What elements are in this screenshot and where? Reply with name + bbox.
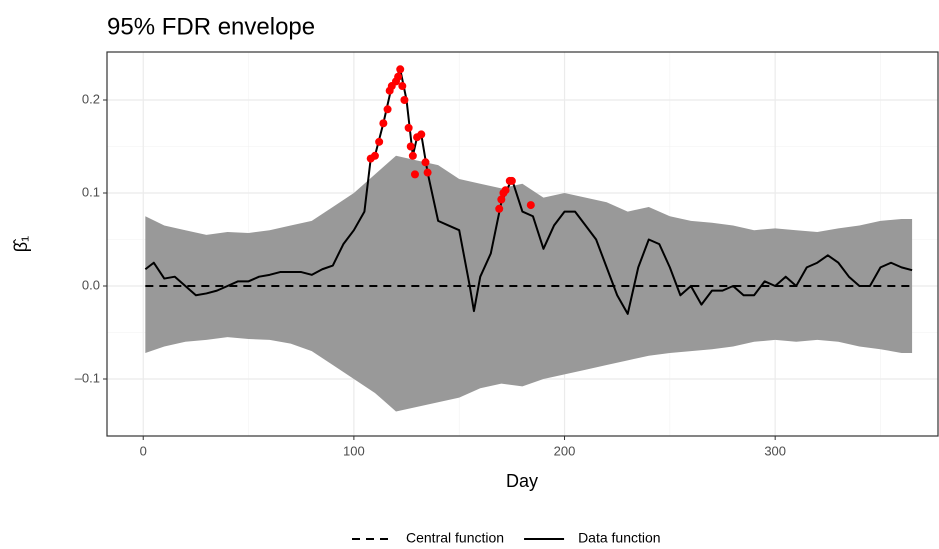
significant-point <box>423 168 432 177</box>
significant-point <box>501 186 510 195</box>
significant-point <box>396 65 405 74</box>
x-tick-label: 100 <box>343 443 365 458</box>
y-tick-label: –0.1 <box>75 370 100 385</box>
y-tick-label: 0.0 <box>82 277 100 292</box>
significant-point <box>410 170 419 179</box>
significant-point <box>497 195 506 204</box>
significant-point <box>370 151 379 160</box>
significant-point <box>398 82 407 91</box>
y-tick-label: 0.1 <box>82 184 100 199</box>
significant-point <box>495 204 504 213</box>
y-tick-label: 0.2 <box>82 91 100 106</box>
significant-point <box>400 95 409 104</box>
significant-point <box>408 151 417 160</box>
significant-point <box>406 142 415 151</box>
significant-point <box>379 119 388 128</box>
x-tick-label: 200 <box>554 443 576 458</box>
legend-label: Central function <box>406 530 504 546</box>
significant-point <box>421 158 430 167</box>
significant-point <box>417 130 426 139</box>
significant-point <box>507 176 516 185</box>
chart-title: 95% FDR envelope <box>107 13 315 40</box>
significant-point <box>526 201 535 210</box>
envelope <box>145 155 913 412</box>
significant-point <box>383 105 392 114</box>
y-axis-label: β̂₁ <box>11 236 31 252</box>
significant-point <box>375 137 384 146</box>
x-axis-label: Day <box>506 471 538 491</box>
significant-point <box>404 123 413 132</box>
significant-point <box>394 72 403 81</box>
legend-label: Data function <box>578 530 661 546</box>
plot-border <box>106 51 939 437</box>
x-tick-label: 0 <box>140 443 147 458</box>
x-tick-label: 300 <box>764 443 786 458</box>
